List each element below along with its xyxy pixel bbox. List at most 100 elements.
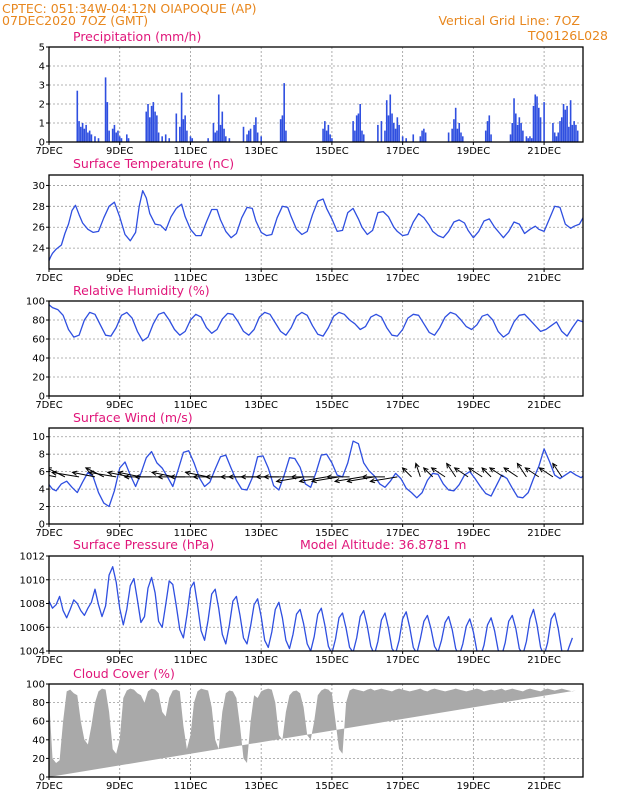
wind-vector xyxy=(402,467,412,478)
wind-vector-head xyxy=(310,478,317,484)
wind-vector xyxy=(49,474,57,478)
wind-title: Surface Wind (m/s) xyxy=(73,410,193,425)
precip-bar xyxy=(87,132,89,142)
wind-vector-head xyxy=(240,474,247,480)
humidity-frame xyxy=(48,300,584,397)
wind-vector xyxy=(423,467,434,478)
wind-panel: 7DEC 9DEC 11DEC 13DEC 15DEC 17DEC 19DEC 21DEC 0 2… xyxy=(32,410,584,539)
cloud-frame xyxy=(48,683,584,778)
precip-bar xyxy=(361,130,363,142)
precip-bar xyxy=(161,136,163,142)
wind-vector xyxy=(299,476,327,482)
wind-vector-head xyxy=(255,474,262,480)
pressure-date-label: 17DEC xyxy=(386,655,420,666)
precip-bar xyxy=(225,136,227,142)
humidity-date-label: 21DEC xyxy=(527,400,561,411)
wind-date-label: 13DEC xyxy=(244,528,278,539)
precip-bar xyxy=(212,123,215,142)
wind-vector xyxy=(49,468,66,478)
precip-bar xyxy=(518,117,521,142)
precip-bar xyxy=(325,130,328,142)
cloud-area xyxy=(49,688,576,777)
precip-bar xyxy=(552,123,554,142)
precip-bar xyxy=(530,138,533,142)
precip-bar xyxy=(184,115,186,142)
precip-bar xyxy=(164,134,167,142)
wind-vector-head xyxy=(333,478,340,484)
wind-vector-head xyxy=(134,474,140,480)
precip-bar xyxy=(385,100,388,142)
wind-vector-head xyxy=(446,462,452,469)
pressure-date-label: 15DEC xyxy=(315,655,349,666)
wind-vector-head xyxy=(275,478,282,484)
precip-date-label: 13DEC xyxy=(244,146,278,157)
precip-bar xyxy=(490,134,492,142)
humidity-ytick-label: 80 xyxy=(32,316,45,327)
wind-vector-head xyxy=(184,470,191,476)
precip-frame xyxy=(48,46,584,143)
precip-bar xyxy=(157,132,160,142)
precip-bar xyxy=(557,132,560,142)
precip-bar xyxy=(401,136,404,142)
precip-bar xyxy=(246,134,248,142)
precip-bar xyxy=(424,132,427,142)
precip-ytick-label: 3 xyxy=(39,81,45,92)
wind-vector-head xyxy=(49,467,52,473)
precip-bar xyxy=(260,136,262,142)
precip-bar xyxy=(214,132,217,142)
temperature-date-label: 9DEC xyxy=(106,273,133,284)
cloud-ytick-label: 20 xyxy=(32,754,45,765)
precip-date-label: 11DEC xyxy=(174,146,208,157)
pressure-line xyxy=(49,566,574,651)
pressure-date-label: 13DEC xyxy=(244,655,278,666)
wind-vector-head xyxy=(50,470,58,476)
wind-line xyxy=(49,440,583,508)
wind-vector-head xyxy=(481,467,487,473)
pressure-panel: 7DEC 9DEC 11DEC 13DEC 15DEC 17DEC 19DEC 21DEC 10… xyxy=(20,537,584,666)
precip-bar xyxy=(78,121,80,142)
temperature-date-label: 13DEC xyxy=(244,273,278,284)
pressure-date-label: 21DEC xyxy=(527,655,561,666)
wind-vector xyxy=(415,463,421,478)
precip-bar xyxy=(118,136,121,142)
precip-bar xyxy=(569,100,572,142)
precip-bar xyxy=(460,132,462,142)
wind-date-label: 21DEC xyxy=(527,528,561,539)
wind-vector-head xyxy=(227,474,234,480)
precip-bar xyxy=(242,126,245,142)
precip-date-label: 19DEC xyxy=(457,146,491,157)
precip-bar xyxy=(566,105,568,142)
wind-vector xyxy=(276,476,304,482)
precip-ytick-label: 1 xyxy=(39,119,45,130)
precip-bar xyxy=(537,107,540,142)
precip-bar xyxy=(179,126,181,142)
humidity-date-label: 7DEC xyxy=(35,400,62,411)
wind-vector xyxy=(334,476,363,482)
precip-bar xyxy=(88,130,91,142)
cloud-ytick-label: 40 xyxy=(32,735,45,746)
temperature-plot-area xyxy=(49,190,583,261)
cloud-date-label: 7DEC xyxy=(35,781,62,792)
precip-bar xyxy=(120,138,123,142)
precip-bar xyxy=(573,121,575,142)
precip-bar xyxy=(389,94,392,142)
precip-bar xyxy=(182,119,185,142)
precip-title: Precipitation (mm/h) xyxy=(73,29,201,44)
precip-bar xyxy=(529,136,531,142)
wind-vector-head xyxy=(488,467,495,473)
precip-bar xyxy=(279,119,282,142)
wind-vector xyxy=(85,467,105,478)
header-location: CPTEC: 051:34W-04:12N OIAPOQUE (AP) xyxy=(2,1,257,16)
temperature-date-label: 17DEC xyxy=(386,273,420,284)
humidity-line xyxy=(49,304,583,342)
wind-ytick-label: 8 xyxy=(39,450,45,461)
precip-bar xyxy=(355,115,358,142)
humidity-date-label: 17DEC xyxy=(386,400,420,411)
precip-bar xyxy=(393,123,395,142)
wind-vector xyxy=(481,467,492,478)
precip-bar xyxy=(108,130,110,142)
humidity-ytick-label: 0 xyxy=(39,392,45,403)
humidity-date-label: 13DEC xyxy=(244,400,278,411)
precip-bar xyxy=(520,123,522,142)
